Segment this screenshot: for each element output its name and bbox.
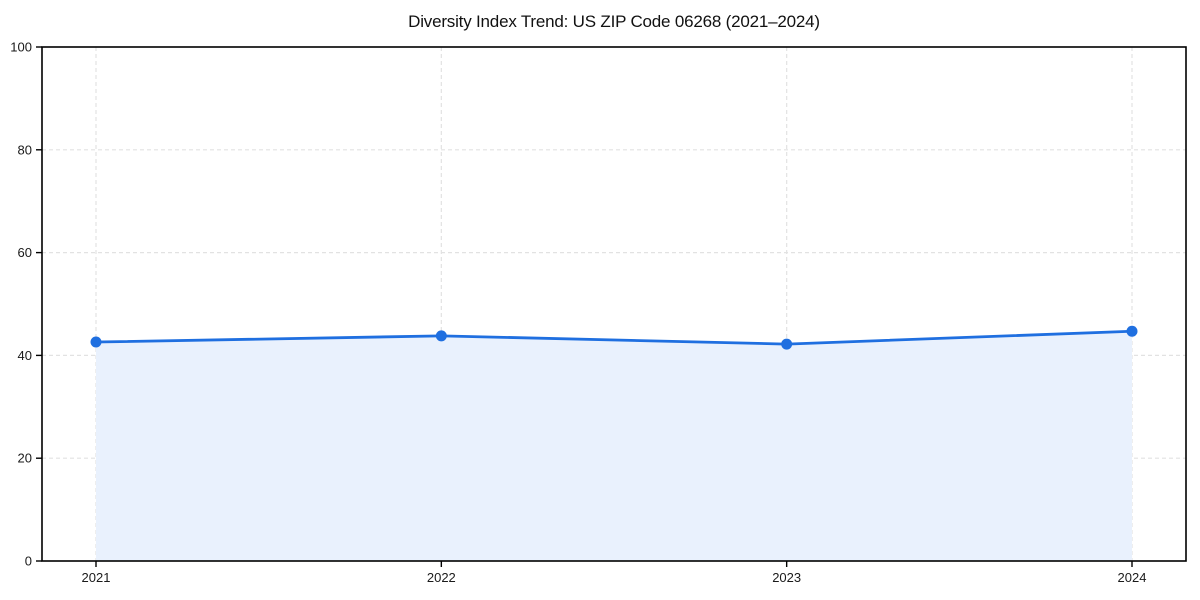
data-point-2022: [435, 330, 447, 342]
area-fill: [96, 331, 1132, 561]
chart-title: Diversity Index Trend: US ZIP Code 06268…: [408, 12, 820, 31]
plot-border: [41, 46, 1187, 562]
y-tick-label: 100: [10, 40, 32, 55]
y-tick-label: 40: [18, 348, 32, 363]
x-tick-label: 2021: [82, 570, 111, 585]
trend-line: [94, 329, 1134, 346]
data-point-2023: [781, 338, 793, 350]
x-tick-label: 2024: [1118, 570, 1147, 585]
data-point-2024: [1126, 325, 1138, 337]
y-tick-label: 0: [25, 554, 32, 569]
y-tick-label: 60: [18, 245, 32, 260]
y-tick-label: 80: [18, 142, 32, 157]
y-tick-label: 20: [18, 451, 32, 466]
x-tick-label: 2023: [772, 570, 801, 585]
x-tick-label: 2022: [427, 570, 456, 585]
data-point-2021: [90, 336, 102, 348]
